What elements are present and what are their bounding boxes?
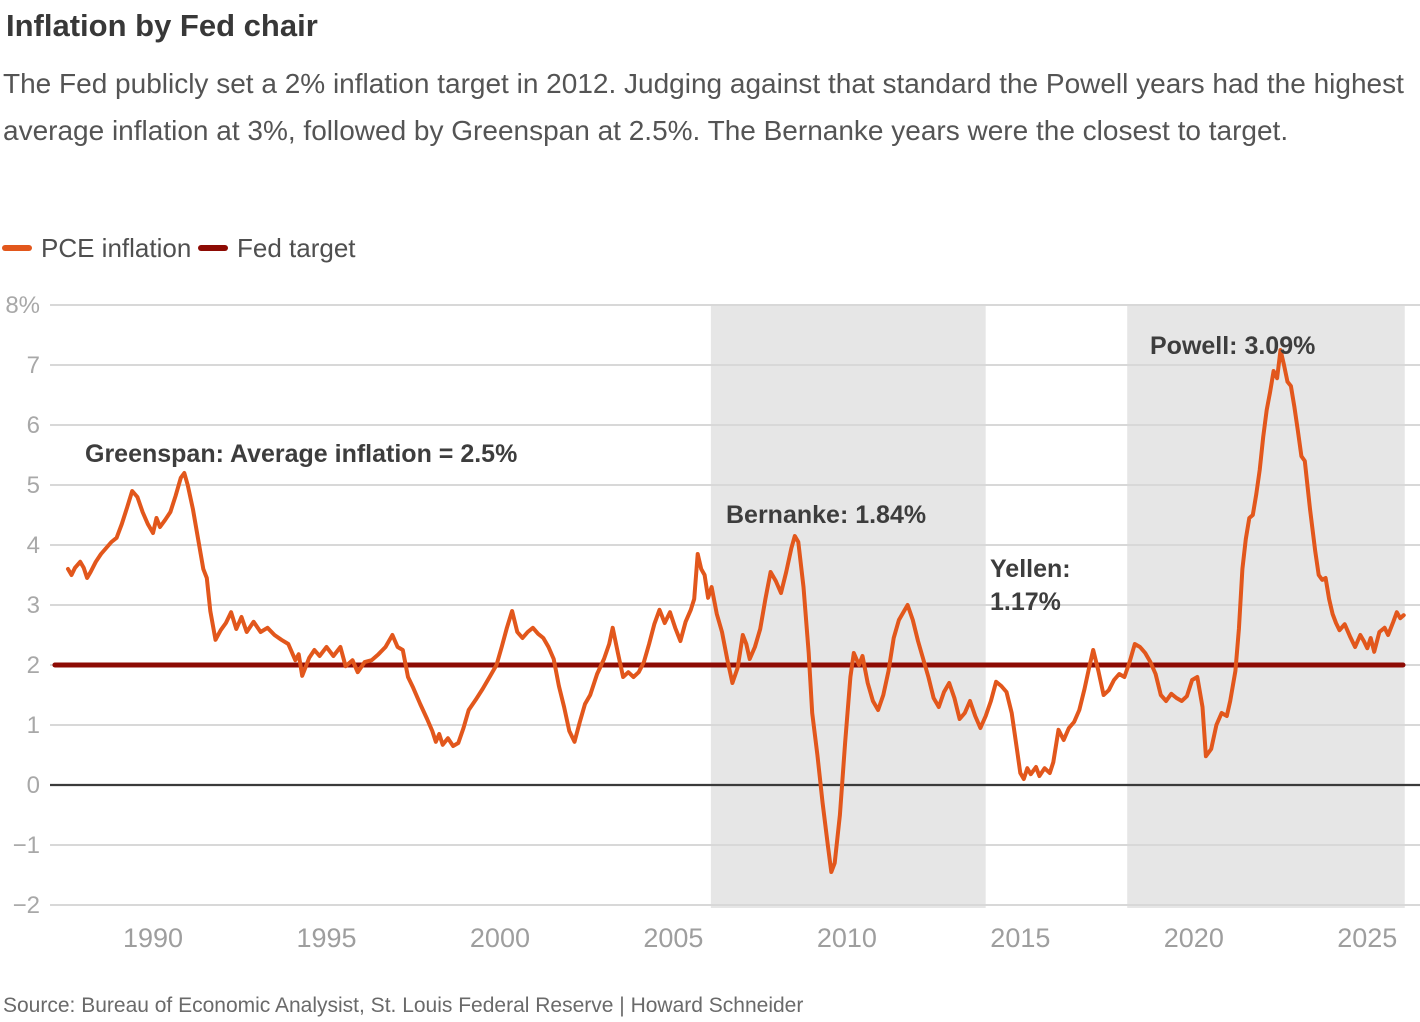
x-axis-tick-1995: 1995 [296,923,356,953]
legend-label-pce-inflation: PCE inflation [41,232,192,263]
chart-annotation-bernanke: Bernanke: 1.84% [726,501,927,529]
fed-target-line-swatch-icon [198,245,228,251]
chart-annotation-powell: Powell: 3.09% [1150,332,1316,360]
source-attribution: Source: Bureau of Economic Analysist, St… [3,994,804,1017]
y-axis-tick--1: −1 [13,832,40,859]
x-axis-tick-2015: 2015 [990,923,1050,953]
x-axis-tick-1990: 1990 [123,923,183,953]
page-subtitle: The Fed publicly set a 2% inflation targ… [3,68,1404,146]
chart-annotation-yellen: Yellen: 1.17% [990,555,1071,616]
y-axis-tick-7: 7 [27,352,40,379]
series-line-pce-inflation [66,348,1406,874]
y-axis-tick-6: 6 [27,412,40,439]
y-axis-tick-5: 5 [27,472,40,499]
term-band-bernanke [710,305,986,908]
y-axis-tick-3: 3 [27,592,40,619]
y-axis-tick-4: 4 [27,532,40,559]
x-axis-tick-2000: 2000 [470,923,530,953]
pce-inflation-line-swatch-icon [2,245,32,251]
chart-annotation-greenspan: Greenspan: Average inflation = 2.5% [85,440,518,468]
legend-item-pce-inflation: PCE inflation [2,233,191,263]
y-axis-tick-0: 0 [27,772,40,799]
chart-legend: PCE inflation Fed target [0,233,1000,263]
y-axis-tick-2: 2 [27,652,40,679]
x-axis-tick-2025: 2025 [1337,923,1397,953]
legend-item-fed-target: Fed target [198,233,356,263]
term-band-powell [1127,305,1405,908]
x-axis-tick-2010: 2010 [817,923,877,953]
x-axis-tick-2020: 2020 [1164,923,1224,953]
x-axis-tick-2005: 2005 [643,923,703,953]
y-axis-tick-8: 8% [5,292,40,319]
legend-label-fed-target: Fed target [237,232,356,263]
y-axis-tick-1: 1 [27,712,40,739]
y-axis-tick--2: −2 [13,892,40,919]
page-title: Inflation by Fed chair [6,8,318,43]
